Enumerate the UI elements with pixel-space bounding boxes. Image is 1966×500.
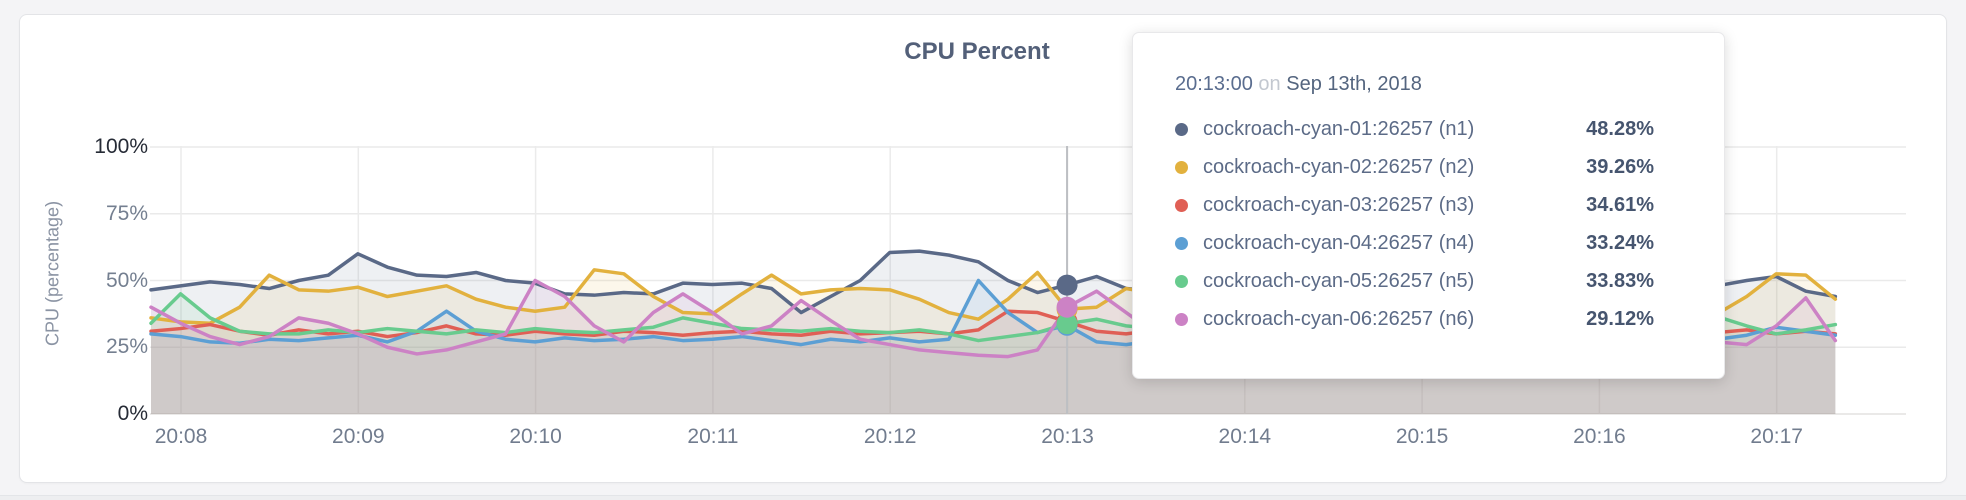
tooltip-date: Sep 13th, 2018 <box>1286 73 1422 95</box>
series-color-dot-icon <box>1175 312 1188 326</box>
series-area-n6 <box>151 280 1836 414</box>
tooltip-row-n4: cockroach-cyan-04:26257 (n4) 33.24% <box>1175 224 1654 262</box>
series-color-dot-icon <box>1175 122 1188 136</box>
tooltip-header: 20:13:00 on Sep 13th, 2018 <box>1175 73 1654 96</box>
x-tick-label-20:13: 20:13 <box>1041 425 1094 448</box>
tooltip-row-n2: cockroach-cyan-02:26257 (n2) 39.26% <box>1175 148 1654 186</box>
series-color-dot-icon <box>1175 274 1188 288</box>
tooltip-series-value: 34.61% <box>1586 193 1654 216</box>
y-tick-label-25: 25% <box>105 335 148 359</box>
series-area-n4 <box>151 280 1836 414</box>
x-tick-label-20:17: 20:17 <box>1750 425 1803 448</box>
chart-title: CPU Percent <box>904 38 1050 65</box>
tooltip-series-value: 29.12% <box>1586 307 1654 330</box>
tooltip-series-name: cockroach-cyan-06:26257 (n6) <box>1203 307 1475 330</box>
tooltip-series-name: cockroach-cyan-02:26257 (n2) <box>1203 155 1475 178</box>
x-tick-label-20:11: 20:11 <box>687 425 739 448</box>
tooltip-series-name: cockroach-cyan-01:26257 (n1) <box>1203 117 1475 140</box>
tooltip-series-value: 33.24% <box>1586 231 1654 254</box>
tooltip-series-name: cockroach-cyan-04:26257 (n4) <box>1203 231 1475 254</box>
x-tick-label-20:16: 20:16 <box>1573 425 1626 448</box>
hover-point-n1 <box>1056 274 1078 296</box>
x-tick-label-20:15: 20:15 <box>1395 425 1449 448</box>
tooltip-series-value: 39.26% <box>1586 155 1654 178</box>
x-tick-label-20:14: 20:14 <box>1218 425 1272 448</box>
tooltip-series-value: 48.28% <box>1586 117 1654 140</box>
next-card-edge <box>0 495 1966 500</box>
tooltip-series-list: cockroach-cyan-01:26257 (n1) 48.28% cockro… <box>1175 110 1654 338</box>
series-color-dot-icon <box>1175 236 1188 250</box>
hover-point-n6 <box>1056 296 1078 318</box>
tooltip-time: 20:13:00 <box>1175 73 1253 95</box>
x-tick-label-20:10: 20:10 <box>509 425 562 448</box>
series-area-n5 <box>151 293 1836 414</box>
tooltip-series-name: cockroach-cyan-03:26257 (n3) <box>1203 193 1475 216</box>
tooltip-on-word: on <box>1258 73 1281 95</box>
x-tick-label-20:09: 20:09 <box>332 425 385 448</box>
x-tick-label-20:12: 20:12 <box>863 425 917 448</box>
tooltip-row-n5: cockroach-cyan-05:26257 (n5) 33.83% <box>1175 262 1654 300</box>
x-tick-label-20:08: 20:08 <box>154 425 208 448</box>
hover-point-n5 <box>1056 313 1078 335</box>
tooltip-row-n6: cockroach-cyan-06:26257 (n6) 29.12% <box>1175 300 1654 338</box>
y-tick-label-50: 50% <box>105 268 148 292</box>
tooltip-row-n3: cockroach-cyan-03:26257 (n3) 34.61% <box>1175 186 1654 224</box>
y-tick-label-75: 75% <box>105 201 148 225</box>
y-tick-label-0: 0% <box>117 402 148 425</box>
tooltip-series-name: cockroach-cyan-05:26257 (n5) <box>1203 269 1475 292</box>
tooltip-row-n1: cockroach-cyan-01:26257 (n1) 48.28% <box>1175 110 1654 148</box>
hover-tooltip: 20:13:00 on Sep 13th, 2018 cockroach-cya… <box>1132 32 1725 379</box>
y-tick-label-100: 100% <box>94 135 148 158</box>
tooltip-series-value: 33.83% <box>1586 269 1654 292</box>
series-color-dot-icon <box>1175 198 1188 212</box>
series-color-dot-icon <box>1175 160 1188 174</box>
